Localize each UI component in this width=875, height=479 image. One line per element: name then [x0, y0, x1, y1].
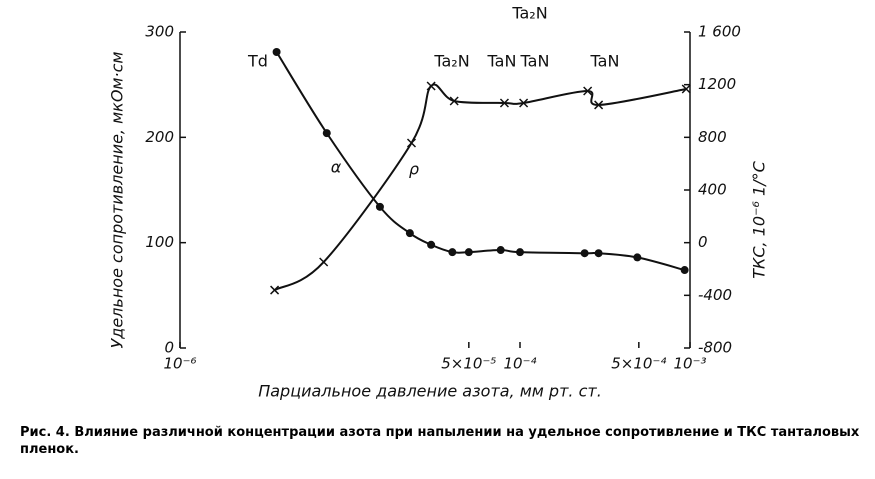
- data-point: [516, 248, 524, 257]
- data-point: [496, 246, 505, 255]
- y-tick-label: 0: [164, 339, 174, 357]
- y-tick-label: 200: [145, 128, 174, 146]
- caption: Рис. 4. Влияние различной концентрации а…: [20, 425, 860, 457]
- x-tick-label: 5×10⁻⁵: [441, 355, 496, 373]
- data-point: [681, 84, 691, 94]
- x-tick-label: 10⁻⁴: [503, 355, 536, 373]
- data-point: [594, 100, 604, 110]
- y2-tick-label: 1200: [698, 75, 736, 93]
- data-point: [322, 129, 331, 138]
- annotation: TaN: [520, 52, 550, 71]
- data-point: [464, 248, 473, 257]
- annotation: Td: [247, 52, 268, 71]
- data-point: [680, 266, 689, 275]
- y2-tick-label: -800: [698, 339, 732, 357]
- y2-tick-label: 1 600: [698, 23, 741, 41]
- data-point: [594, 249, 603, 258]
- data-point: [499, 98, 509, 108]
- data-point: [375, 202, 384, 211]
- data-point: [583, 86, 593, 96]
- x-tick-label: 10⁻³: [673, 355, 706, 373]
- annotation: TaN: [590, 52, 620, 71]
- data-point: [272, 48, 281, 57]
- data-point: [449, 96, 459, 106]
- data-point: [270, 285, 280, 295]
- y-tick-label: 100: [145, 233, 174, 251]
- data-point: [406, 138, 417, 148]
- annotation: Ta₂N: [433, 52, 469, 71]
- y2-axis-label: ТКС, 10⁻⁶ 1/°С: [750, 160, 769, 278]
- data-point: [519, 98, 529, 108]
- data-point: [633, 253, 642, 262]
- caption-box: Рис. 4. Влияние различной концентрации а…: [20, 425, 860, 457]
- y2-tick-label: 0: [698, 233, 708, 251]
- annotation: Ta₂N: [511, 4, 547, 23]
- data-point: [319, 257, 329, 267]
- y2-tick-label: -400: [698, 286, 732, 304]
- y-axis-label: Удельное сопротивление, мкОм·см: [108, 52, 127, 349]
- data-point: [580, 249, 589, 258]
- annotation: α: [331, 158, 342, 177]
- y2-tick-label: 800: [698, 128, 727, 146]
- y2-tick-label: 400: [698, 181, 727, 199]
- annotation: TaN: [487, 52, 517, 71]
- x-tick-label: 5×10⁻⁴: [611, 355, 666, 373]
- annotation: ρ: [409, 160, 419, 179]
- x-tick-label: 10⁻⁶: [163, 355, 196, 373]
- series-line: [274, 83, 687, 291]
- data-point: [405, 229, 414, 238]
- data-point: [448, 248, 457, 257]
- data-point: [427, 240, 436, 249]
- data-point: [426, 81, 436, 91]
- x-axis-label: Парциальное давление азота, мм рт. ст.: [258, 382, 602, 401]
- y-tick-label: 300: [145, 23, 174, 41]
